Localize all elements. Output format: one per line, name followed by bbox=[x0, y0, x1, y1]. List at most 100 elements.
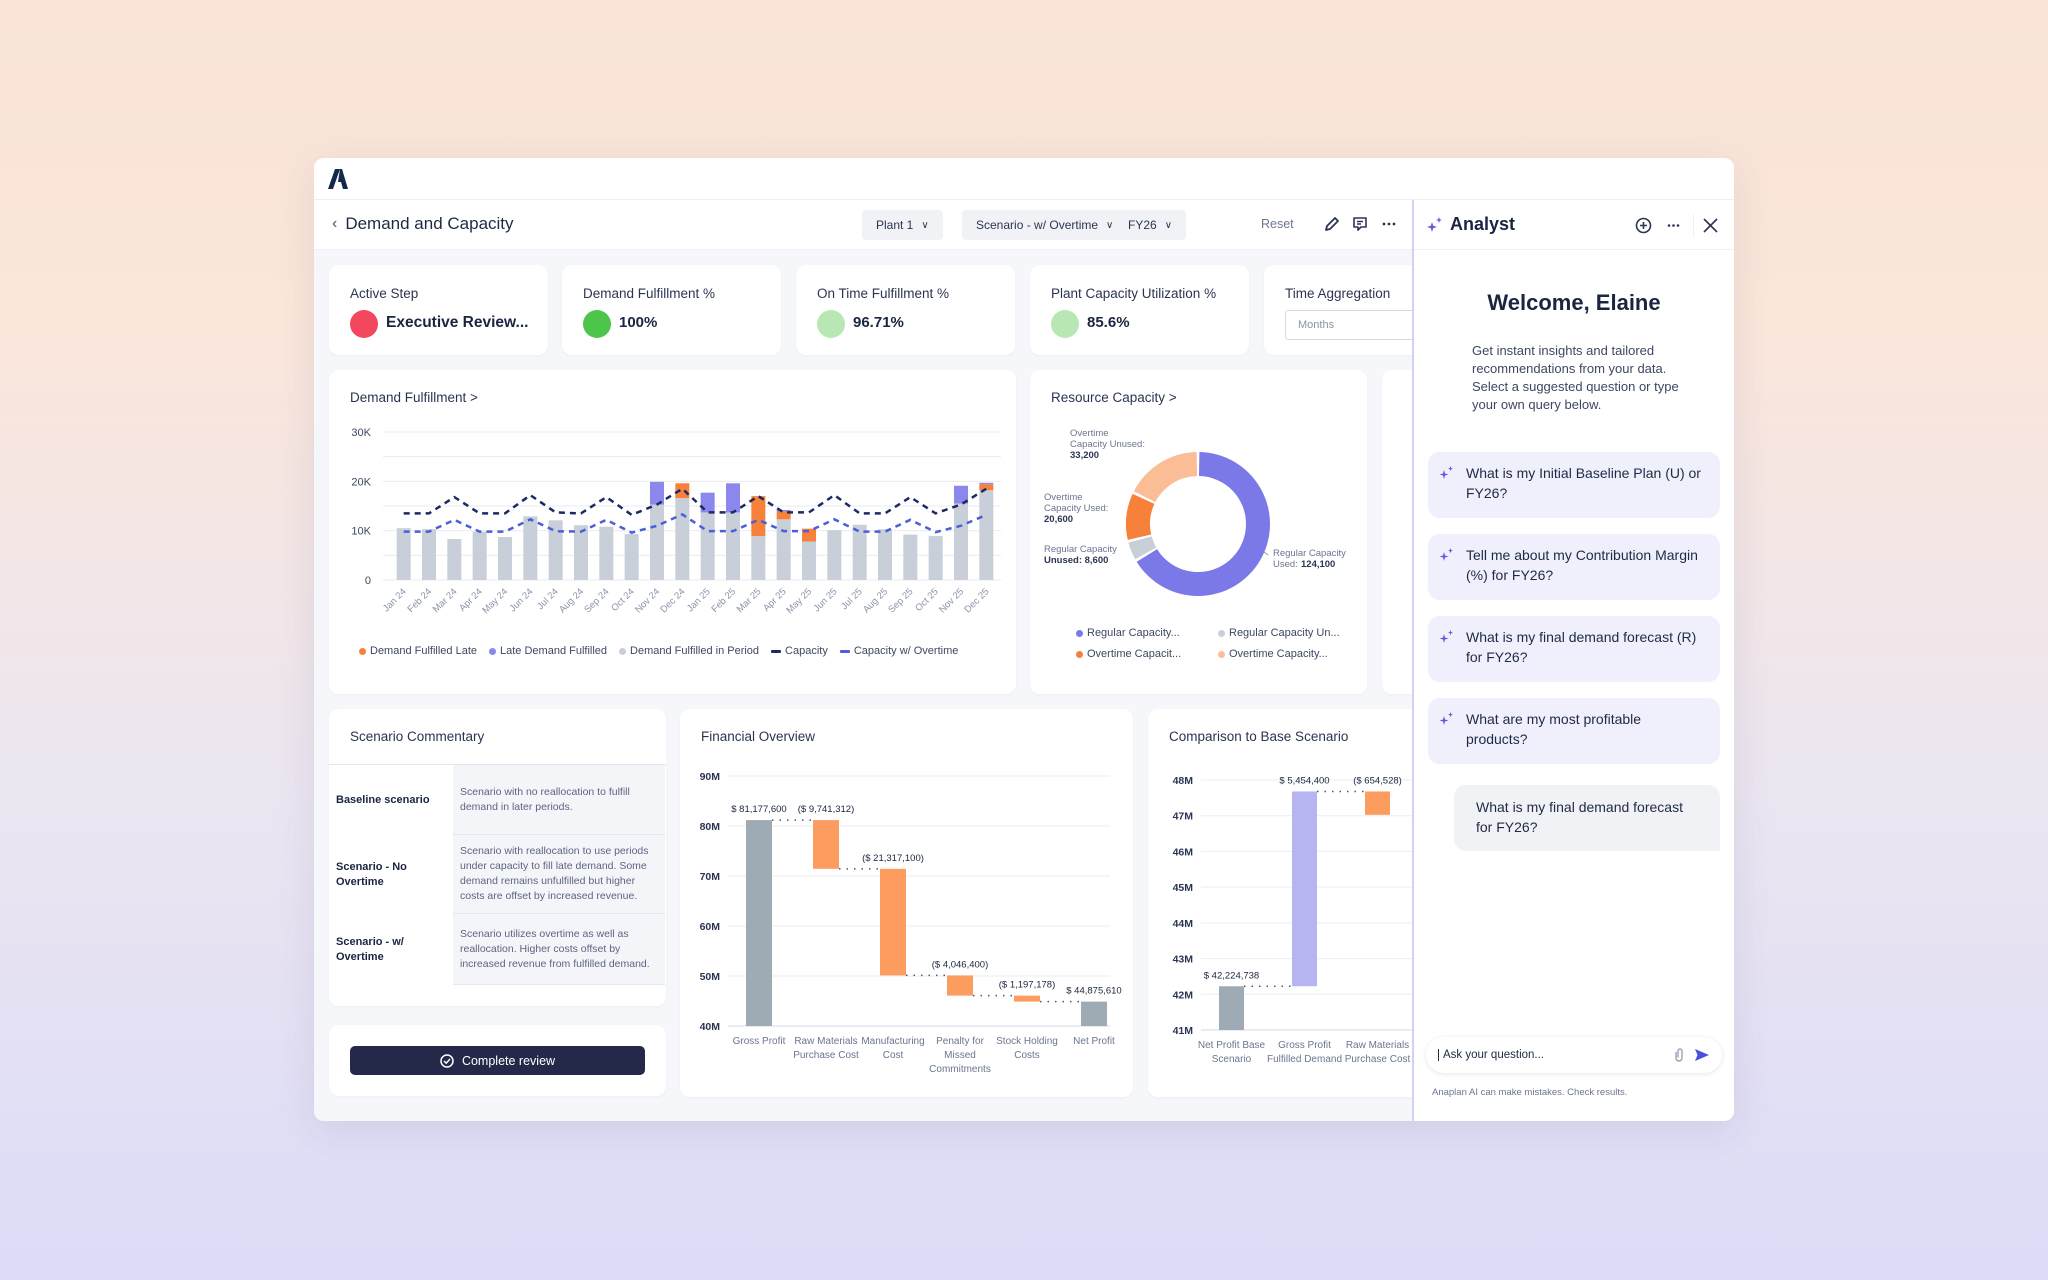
resource-capacity-title[interactable]: Resource Capacity > bbox=[1051, 390, 1177, 405]
svg-text:46M: 46M bbox=[1173, 846, 1194, 858]
legend-item[interactable]: Overtime Capacity... bbox=[1218, 648, 1328, 660]
svg-text:10K: 10K bbox=[351, 526, 371, 538]
legend-item[interactable]: Demand Fulfilled Late bbox=[359, 645, 477, 657]
legend-item[interactable]: Capacity bbox=[771, 645, 828, 657]
svg-text:Aug 25: Aug 25 bbox=[861, 586, 890, 615]
commentary-text: Scenario with no reallocation to fulfill… bbox=[453, 765, 665, 835]
ask-question-input[interactable] bbox=[1438, 1049, 1666, 1061]
more-icon[interactable] bbox=[1380, 215, 1398, 233]
svg-text:33,200: 33,200 bbox=[1070, 450, 1099, 461]
legend-dot-icon bbox=[1076, 629, 1083, 637]
back-button[interactable]: ‹ Demand and Capacity bbox=[332, 214, 514, 234]
status-dot-icon bbox=[1051, 310, 1079, 338]
plant-filter-label: Plant 1 bbox=[876, 218, 914, 232]
svg-text:80M: 80M bbox=[700, 821, 721, 833]
svg-text:Raw Materials: Raw Materials bbox=[794, 1036, 857, 1047]
svg-text:42M: 42M bbox=[1173, 989, 1194, 1001]
legend-dot-icon bbox=[1218, 650, 1225, 658]
legend-label: Overtime Capacit... bbox=[1087, 648, 1182, 660]
svg-text:20,600: 20,600 bbox=[1044, 514, 1073, 525]
svg-text:Jan 25: Jan 25 bbox=[685, 586, 713, 614]
legend-item[interactable]: Regular Capacity... bbox=[1076, 627, 1194, 639]
suggested-question[interactable]: What is my Initial Baseline Plan (U) or … bbox=[1428, 452, 1720, 518]
svg-text:Dec 25: Dec 25 bbox=[962, 586, 991, 615]
demand-chart-legend: Demand Fulfilled Late Late Demand Fulfil… bbox=[359, 645, 958, 657]
sparkle-icon bbox=[1439, 466, 1453, 479]
suggestion-text: What is my final demand forecast (R) for… bbox=[1466, 629, 1697, 665]
legend-item[interactable]: Capacity w/ Overtime bbox=[839, 645, 958, 657]
legend-item[interactable]: Late Demand Fulfilled bbox=[489, 645, 607, 657]
financial-overview-chart: 40M 50M 60M 70M 80M 90M $ 81,177,600 Gross Prof… bbox=[700, 771, 1122, 1075]
legend-item[interactable]: Regular Capacity Un... bbox=[1218, 627, 1340, 639]
time-aggregation-select[interactable]: Months bbox=[1285, 310, 1412, 340]
svg-text:($ 4,046,400): ($ 4,046,400) bbox=[932, 959, 989, 970]
scenario-commentary-title: Scenario Commentary bbox=[350, 729, 485, 744]
kpi-active-step: Active Step Executive Review... bbox=[329, 265, 548, 355]
plant-filter[interactable]: Plant 1 ∨ bbox=[862, 210, 943, 240]
send-icon[interactable] bbox=[1694, 1047, 1710, 1063]
svg-text:Purchase Cost: Purchase Cost bbox=[793, 1050, 859, 1061]
complete-review-button[interactable]: Complete review bbox=[350, 1046, 645, 1075]
svg-text:Jun 24: Jun 24 bbox=[508, 586, 536, 614]
close-icon[interactable] bbox=[1701, 216, 1720, 235]
page-header: ‹ Demand and Capacity Plant 1 ∨ Scenario… bbox=[314, 200, 1412, 250]
analyst-panel: Analyst Welcome, Elaine Get instant insi… bbox=[1412, 200, 1734, 1121]
svg-text:$ 81,177,600: $ 81,177,600 bbox=[731, 804, 786, 815]
kpi-on-time-fulfillment: On Time Fulfillment % 96.71% bbox=[796, 265, 1015, 355]
demand-fulfillment-title[interactable]: Demand Fulfillment > bbox=[350, 390, 478, 405]
svg-text:124,100: 124,100 bbox=[1301, 559, 1335, 570]
svg-text:Sep 25: Sep 25 bbox=[886, 586, 915, 615]
year-filter[interactable]: FY26 ∨ bbox=[1114, 210, 1187, 240]
kpi-value: 100% bbox=[619, 314, 658, 331]
new-chat-icon[interactable] bbox=[1635, 217, 1652, 234]
commentary-row: Scenario - w/ Overtime Scenario utilizes… bbox=[329, 914, 666, 985]
svg-text:Sep 24: Sep 24 bbox=[582, 586, 611, 615]
comparison-card: Comparison to Base Scenario 41M 42M 43M 44M… bbox=[1148, 709, 1412, 1097]
comparison-chart: 41M 42M 43M 44M 45M 46M 47M 48M $ 42,224,738 Net … bbox=[1173, 775, 1412, 1065]
suggested-question[interactable]: What is my final demand forecast (R) for… bbox=[1428, 616, 1720, 682]
analyst-title: Analyst bbox=[1450, 214, 1516, 234]
attachment-icon[interactable] bbox=[1672, 1047, 1686, 1063]
legend-dot-icon bbox=[1218, 629, 1225, 637]
analyst-header: Analyst bbox=[1414, 200, 1734, 250]
svg-text:Commitments: Commitments bbox=[929, 1064, 991, 1075]
resource-chart-legend: Regular Capacity... Regular Capacity Un.… bbox=[1076, 627, 1356, 660]
complete-review-label: Complete review bbox=[461, 1053, 556, 1068]
financial-overview-title: Financial Overview bbox=[701, 729, 816, 744]
svg-text:Nov 25: Nov 25 bbox=[937, 586, 966, 615]
svg-text:Mar 25: Mar 25 bbox=[735, 586, 764, 615]
resource-capacity-card: Resource Capacity > Overtime Capacity Unu… bbox=[1030, 370, 1367, 694]
scenario-filter[interactable]: Scenario - w/ Overtime ∨ bbox=[962, 210, 1128, 240]
legend-label: Demand Fulfilled in Period bbox=[630, 645, 760, 657]
suggested-question[interactable]: What are my most profitable products? bbox=[1428, 698, 1720, 764]
more-icon[interactable] bbox=[1665, 217, 1682, 234]
svg-text:Feb 25: Feb 25 bbox=[709, 586, 738, 615]
kpi-label: On Time Fulfillment % bbox=[817, 286, 950, 301]
pencil-icon[interactable] bbox=[1323, 215, 1341, 233]
svg-text:$ 5,454,400: $ 5,454,400 bbox=[1279, 775, 1329, 786]
suggestion-text: What are my most profitable products? bbox=[1466, 711, 1642, 747]
suggested-question[interactable]: Tell me about my Contribution Margin (%)… bbox=[1428, 534, 1720, 600]
legend-item[interactable]: Overtime Capacit... bbox=[1076, 648, 1194, 660]
year-filter-label: FY26 bbox=[1128, 218, 1157, 232]
legend-label: Regular Capacity... bbox=[1087, 627, 1180, 639]
kpi-label: Time Aggregation bbox=[1285, 286, 1391, 301]
legend-item[interactable]: Demand Fulfilled in Period bbox=[619, 645, 759, 657]
intro-text: Get instant insights and tailored recomm… bbox=[1472, 343, 1679, 412]
svg-text:($ 21,317,100): ($ 21,317,100) bbox=[862, 853, 924, 864]
svg-text:Net Profit Base: Net Profit Base bbox=[1198, 1040, 1266, 1051]
kpi-label: Active Step bbox=[350, 286, 419, 301]
svg-text:Unused: 8,600: Unused: 8,600 bbox=[1044, 555, 1108, 566]
comment-icon[interactable] bbox=[1351, 215, 1369, 233]
svg-text:20K: 20K bbox=[351, 476, 371, 488]
anaplan-logo[interactable] bbox=[326, 168, 350, 190]
legend-dot-icon bbox=[1076, 650, 1083, 658]
reset-button[interactable]: Reset bbox=[1261, 217, 1294, 231]
svg-text:Missed: Missed bbox=[944, 1050, 976, 1061]
welcome-heading: Welcome, Elaine bbox=[1487, 290, 1661, 315]
user-message: What is my final demand forecast for FY2… bbox=[1454, 785, 1720, 851]
legend-label: Regular Capacity Un... bbox=[1229, 627, 1340, 639]
svg-text:0: 0 bbox=[365, 575, 371, 587]
legend-dot-icon bbox=[359, 647, 366, 655]
